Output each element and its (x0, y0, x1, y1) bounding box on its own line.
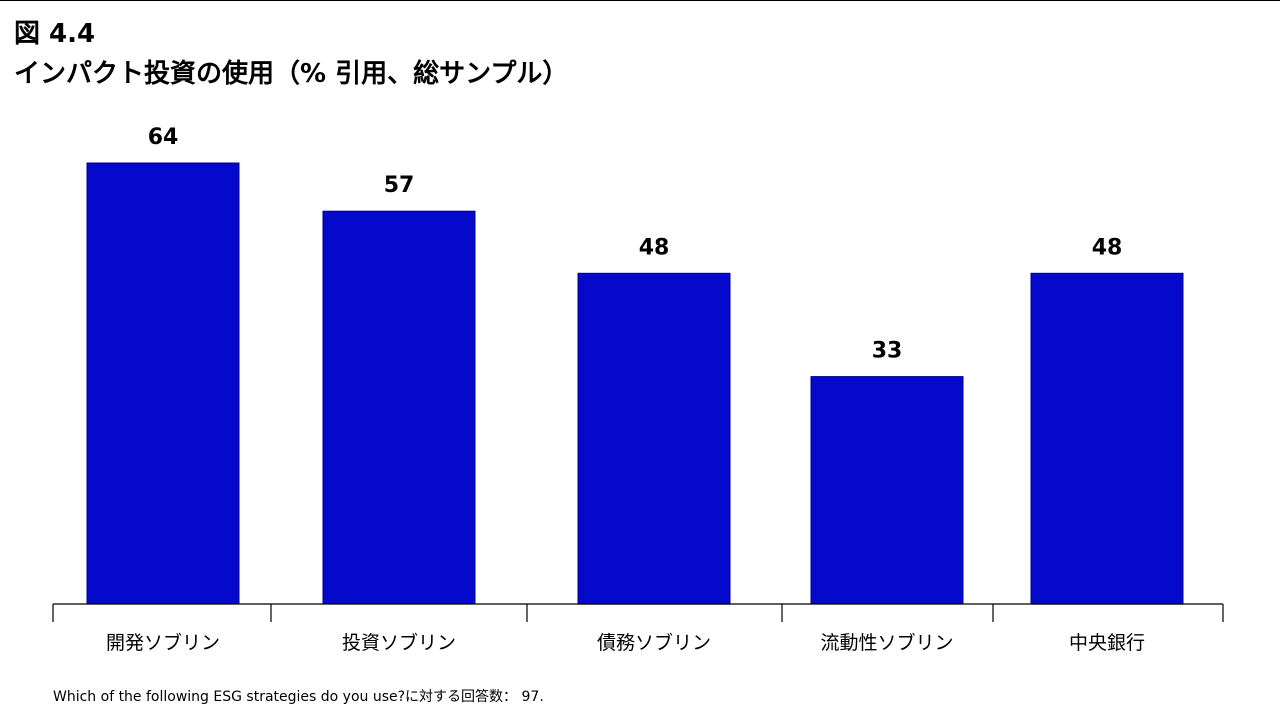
value-label-2: 57 (384, 173, 415, 198)
bar-1 (86, 162, 240, 605)
value-label-3: 48 (639, 235, 670, 260)
category-labels-layer: 開発ソブリン 投資ソブリン 債務ソブリン 流動性ソブリン 中央銀行 (106, 631, 1145, 654)
figure-number: 図 4.4 (14, 19, 96, 49)
value-labels-layer: 64 57 48 33 48 (148, 125, 1123, 364)
bar-chart: 64 57 48 33 48 開発ソブリン 投資ソブリン 債務ソブリン 流動性ソブリン 中央銀行 (52, 125, 1224, 654)
value-label-5: 48 (1092, 235, 1123, 260)
chart-title: インパクト投資の使用（% 引用、総サンプル） (14, 59, 569, 89)
bar-4 (810, 376, 964, 605)
category-label-5: 中央銀行 (1069, 632, 1145, 654)
category-label-1: 開発ソブリン (106, 631, 220, 654)
category-label-4: 流動性ソブリン (820, 631, 953, 654)
x-axis (52, 603, 1224, 622)
top-rule (0, 0, 1280, 1)
category-label-2: 投資ソブリン (342, 631, 456, 654)
bar-5 (1030, 272, 1184, 605)
bar-3 (577, 272, 731, 605)
bar-2 (322, 210, 476, 605)
value-label-4: 33 (872, 339, 903, 364)
footnote: Which of the following ESG strategies do… (53, 689, 544, 705)
category-label-3: 債務ソブリン (597, 631, 711, 654)
bars-layer (86, 162, 1184, 605)
value-label-1: 64 (148, 125, 179, 150)
